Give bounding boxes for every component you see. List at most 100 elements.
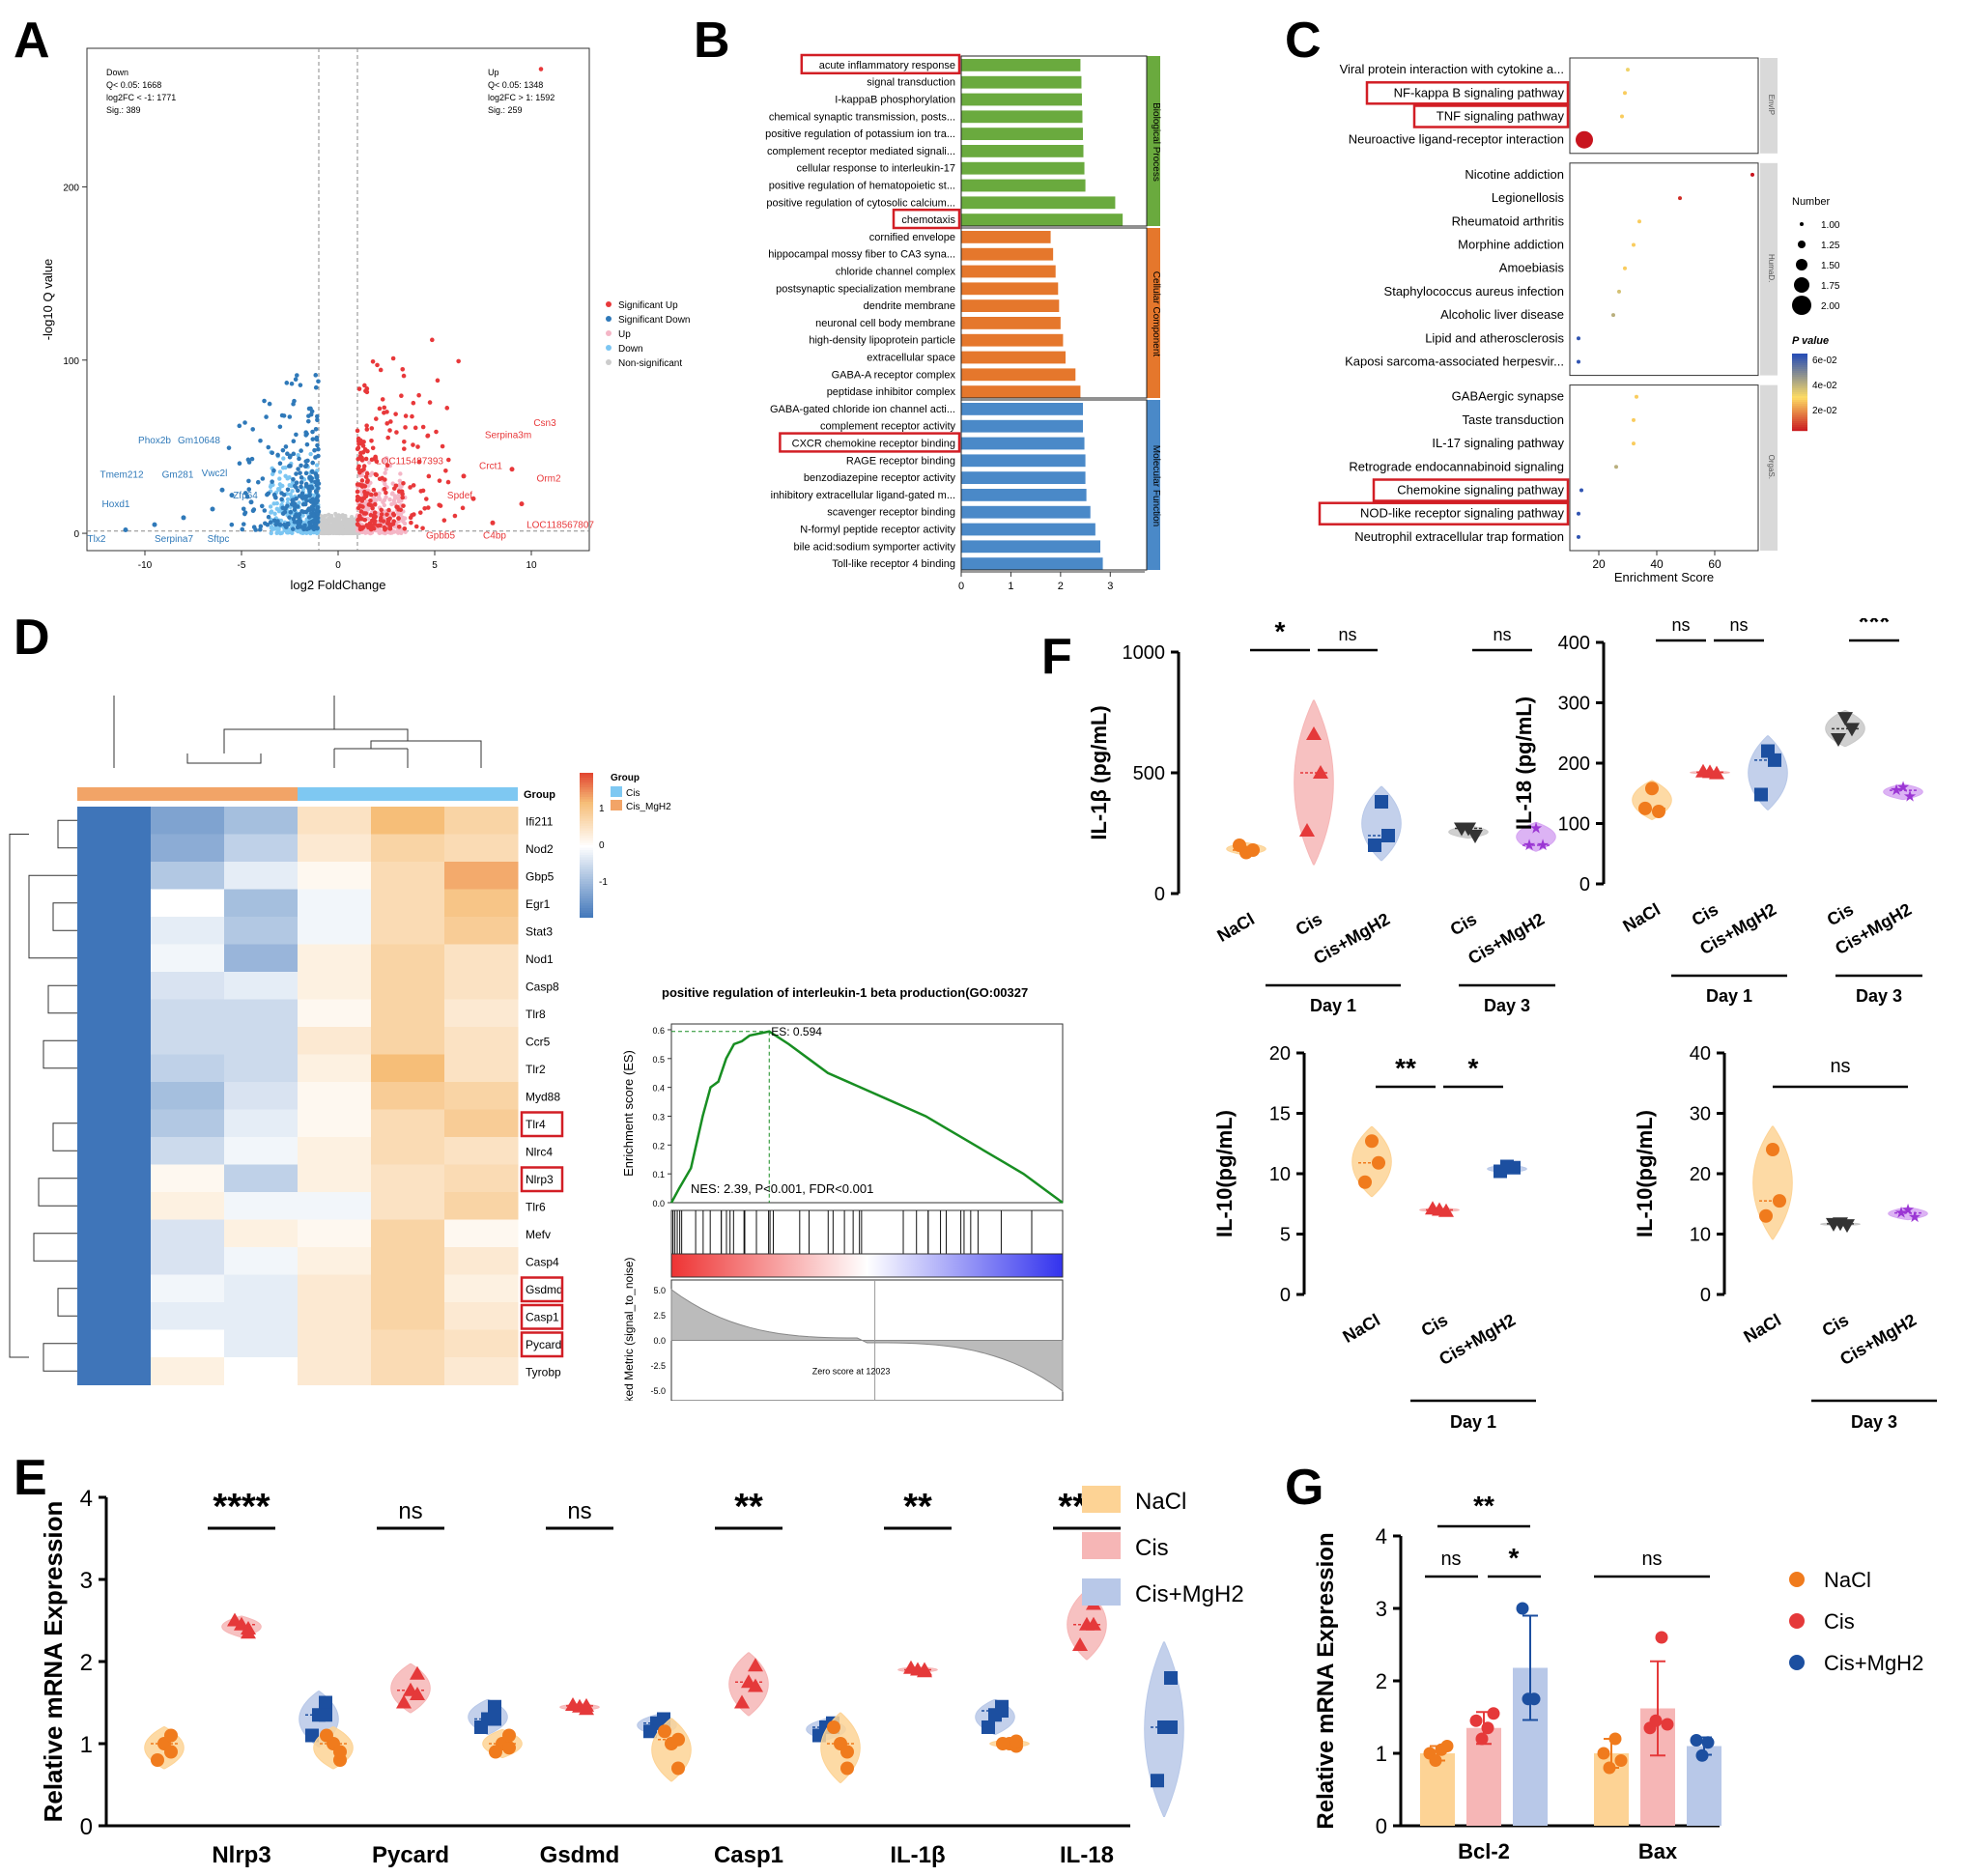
data-point [1608,1732,1622,1746]
heatmap-cell [444,999,519,1028]
group-frame [960,55,1148,227]
go-bar [961,75,1082,89]
scale-gradient-band [580,857,593,861]
significance-label: ns [1671,618,1690,635]
gene-label-down: Serpina7 [155,534,193,545]
go-bar [961,179,1086,192]
heatmap-cell [444,1302,519,1330]
heatmap-cell [77,834,152,863]
pathway-label: Neutrophil extracellular trap formation [1354,529,1564,544]
gene-label: Ifi211 [526,814,554,828]
gene-label-up: Orm2 [537,473,561,484]
point-sig-down [270,450,275,456]
data-point [1701,1736,1715,1749]
scale-gradient-band [580,871,593,875]
scale-gradient-band [580,908,593,911]
gene-label: Casp4 [526,1255,559,1268]
point-nonsig [346,520,351,525]
heatmap-cell [151,862,225,890]
x-tick-label: 5 [432,560,438,571]
point-sig-down [302,501,308,507]
point-sig-down [294,512,299,517]
f2-g2-point [1507,1160,1521,1175]
f0-g1-point [1299,823,1315,837]
point-sig-up [384,421,389,426]
scale-gradient-band [580,802,593,805]
point-sig-down [287,414,293,419]
gene-label-up: LOC115487393 [376,456,443,467]
legend-gradient-band [1792,425,1807,428]
pathway-label: Nicotine addiction [1465,167,1564,182]
heatmap-cell [224,1109,299,1138]
f1-g3-point [1831,733,1846,747]
point-nonsig [342,514,347,519]
point-sig-down [299,491,305,497]
point-up [402,521,408,526]
highlight-box [520,1111,564,1138]
point-sig-down [294,432,299,438]
f1-g0-point [1645,782,1659,796]
scale-gradient-band [580,833,593,837]
point-up [396,495,402,500]
go-term-label: RAGE receptor binding [846,455,955,467]
point-sig-down [282,509,288,515]
scale-gradient-band [580,903,593,906]
e-IL-1β-point [840,1761,854,1776]
point-sig-down [250,508,256,514]
heatmap-cell [151,1137,225,1165]
go-term-label: chemical synaptic transmission, posts... [769,111,955,123]
point-sig-down [262,398,267,404]
point-sig-up [356,441,361,446]
point-sig-up [420,488,426,494]
point-sig-up [372,501,378,507]
point-sig-up [384,410,389,414]
pathway-label: Taste transduction [1462,412,1564,427]
point-up [366,483,371,488]
y-tick-label: 4 [1376,1524,1387,1549]
scale-tick-label: 1 [599,804,605,814]
point-sig-down [309,519,314,525]
point-sig-down [315,512,321,517]
go-bar [961,145,1084,157]
y-tick-label: 3 [1376,1597,1387,1621]
y-tick-label: 40 [1690,1043,1711,1065]
ranked-tick-label: -5.0 [650,1386,666,1396]
heatmap-cell [224,944,299,973]
gene-label-down: Zfp64 [233,491,258,501]
ranked-tick-label: -2.5 [650,1361,666,1371]
heatmap-cell [224,1192,299,1220]
y-tick-label: 0 [1154,884,1165,905]
e-Nlrp3-point [305,1728,319,1743]
gene-label: Gsdmd [526,1283,563,1296]
point-sig-down [315,519,321,525]
row-dendrogram [28,874,77,959]
heatmap-cell [224,1027,299,1055]
f3-g1-point [1839,1219,1855,1234]
heatmap-cell [298,917,372,945]
point-sig-up [369,492,374,497]
point-nonsig [334,520,339,525]
facet-strip [1760,384,1778,551]
pathway-dot [1635,394,1638,399]
scale-gradient-band [580,807,593,810]
group-frame [960,227,1148,399]
group-bar-cell [371,787,444,801]
significance-label: ** [1473,1491,1494,1521]
col-dendrogram [223,728,409,753]
point-sig-down [309,475,315,481]
data-point [1603,1761,1616,1775]
go-bar [961,351,1066,364]
legend-p-label: 4e-02 [1812,381,1837,391]
point-sig-down [312,522,318,527]
e-Pycard-point [410,1665,425,1680]
point-sig-down [293,377,299,383]
legend-gradient-band [1792,365,1807,368]
group-label: Cis+MgH2 [1836,1310,1920,1369]
point-nonsig [321,524,326,528]
point-sig-down [292,503,298,509]
gene-label-down: Sftpc [208,534,230,545]
point-nonsig [327,516,331,521]
e-Casp1-point [748,1658,763,1672]
gene-label: Pycard [526,1338,561,1351]
scale-gradient-band [580,840,593,843]
